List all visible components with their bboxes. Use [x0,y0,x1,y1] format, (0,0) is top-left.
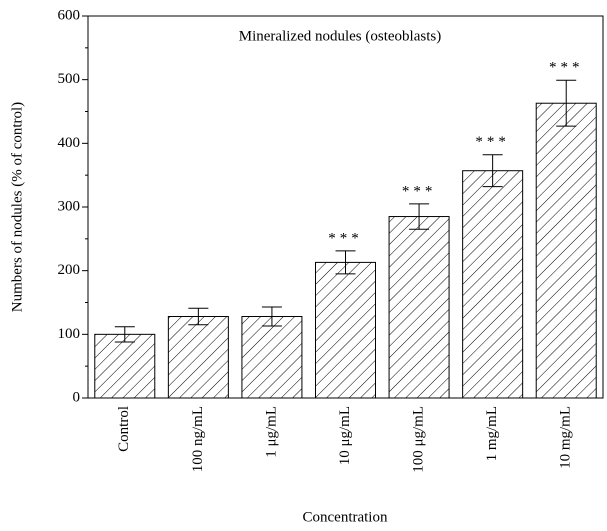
significance-label: *** [475,134,510,150]
y-tick-label: 200 [58,262,81,278]
bar [94,333,156,399]
y-tick-label: 0 [73,389,81,405]
chart-title: Mineralized nodules (osteoblasts) [239,28,441,44]
y-tick-label: 400 [58,135,81,151]
y-tick-label: 300 [58,198,81,214]
y-axis-label: Numbers of nodules (% of control) [9,102,25,312]
x-tick-label: 1 mg/mL [484,406,500,461]
x-axis-label: Concentration [303,509,388,525]
significance-label: *** [402,183,437,199]
bar [315,261,376,399]
bar [388,216,450,399]
x-tick-label: Control [116,406,132,452]
x-tick-label: 10 mg/mL [558,406,574,469]
y-tick-label: 500 [58,71,81,87]
significance-label: *** [549,60,584,76]
y-tick-label: 600 [58,7,81,23]
bar [535,102,597,399]
bar [241,316,303,399]
x-tick-label: 100 μg/mL [411,406,427,473]
x-tick-label: 100 ng/mL [190,406,206,472]
bar [167,316,229,399]
bar [462,170,524,399]
significance-label: *** [328,230,363,246]
y-tick-label: 100 [58,326,81,342]
x-tick-label: 1 μg/mL [263,406,279,458]
x-tick-label: 10 μg/mL [337,406,353,465]
